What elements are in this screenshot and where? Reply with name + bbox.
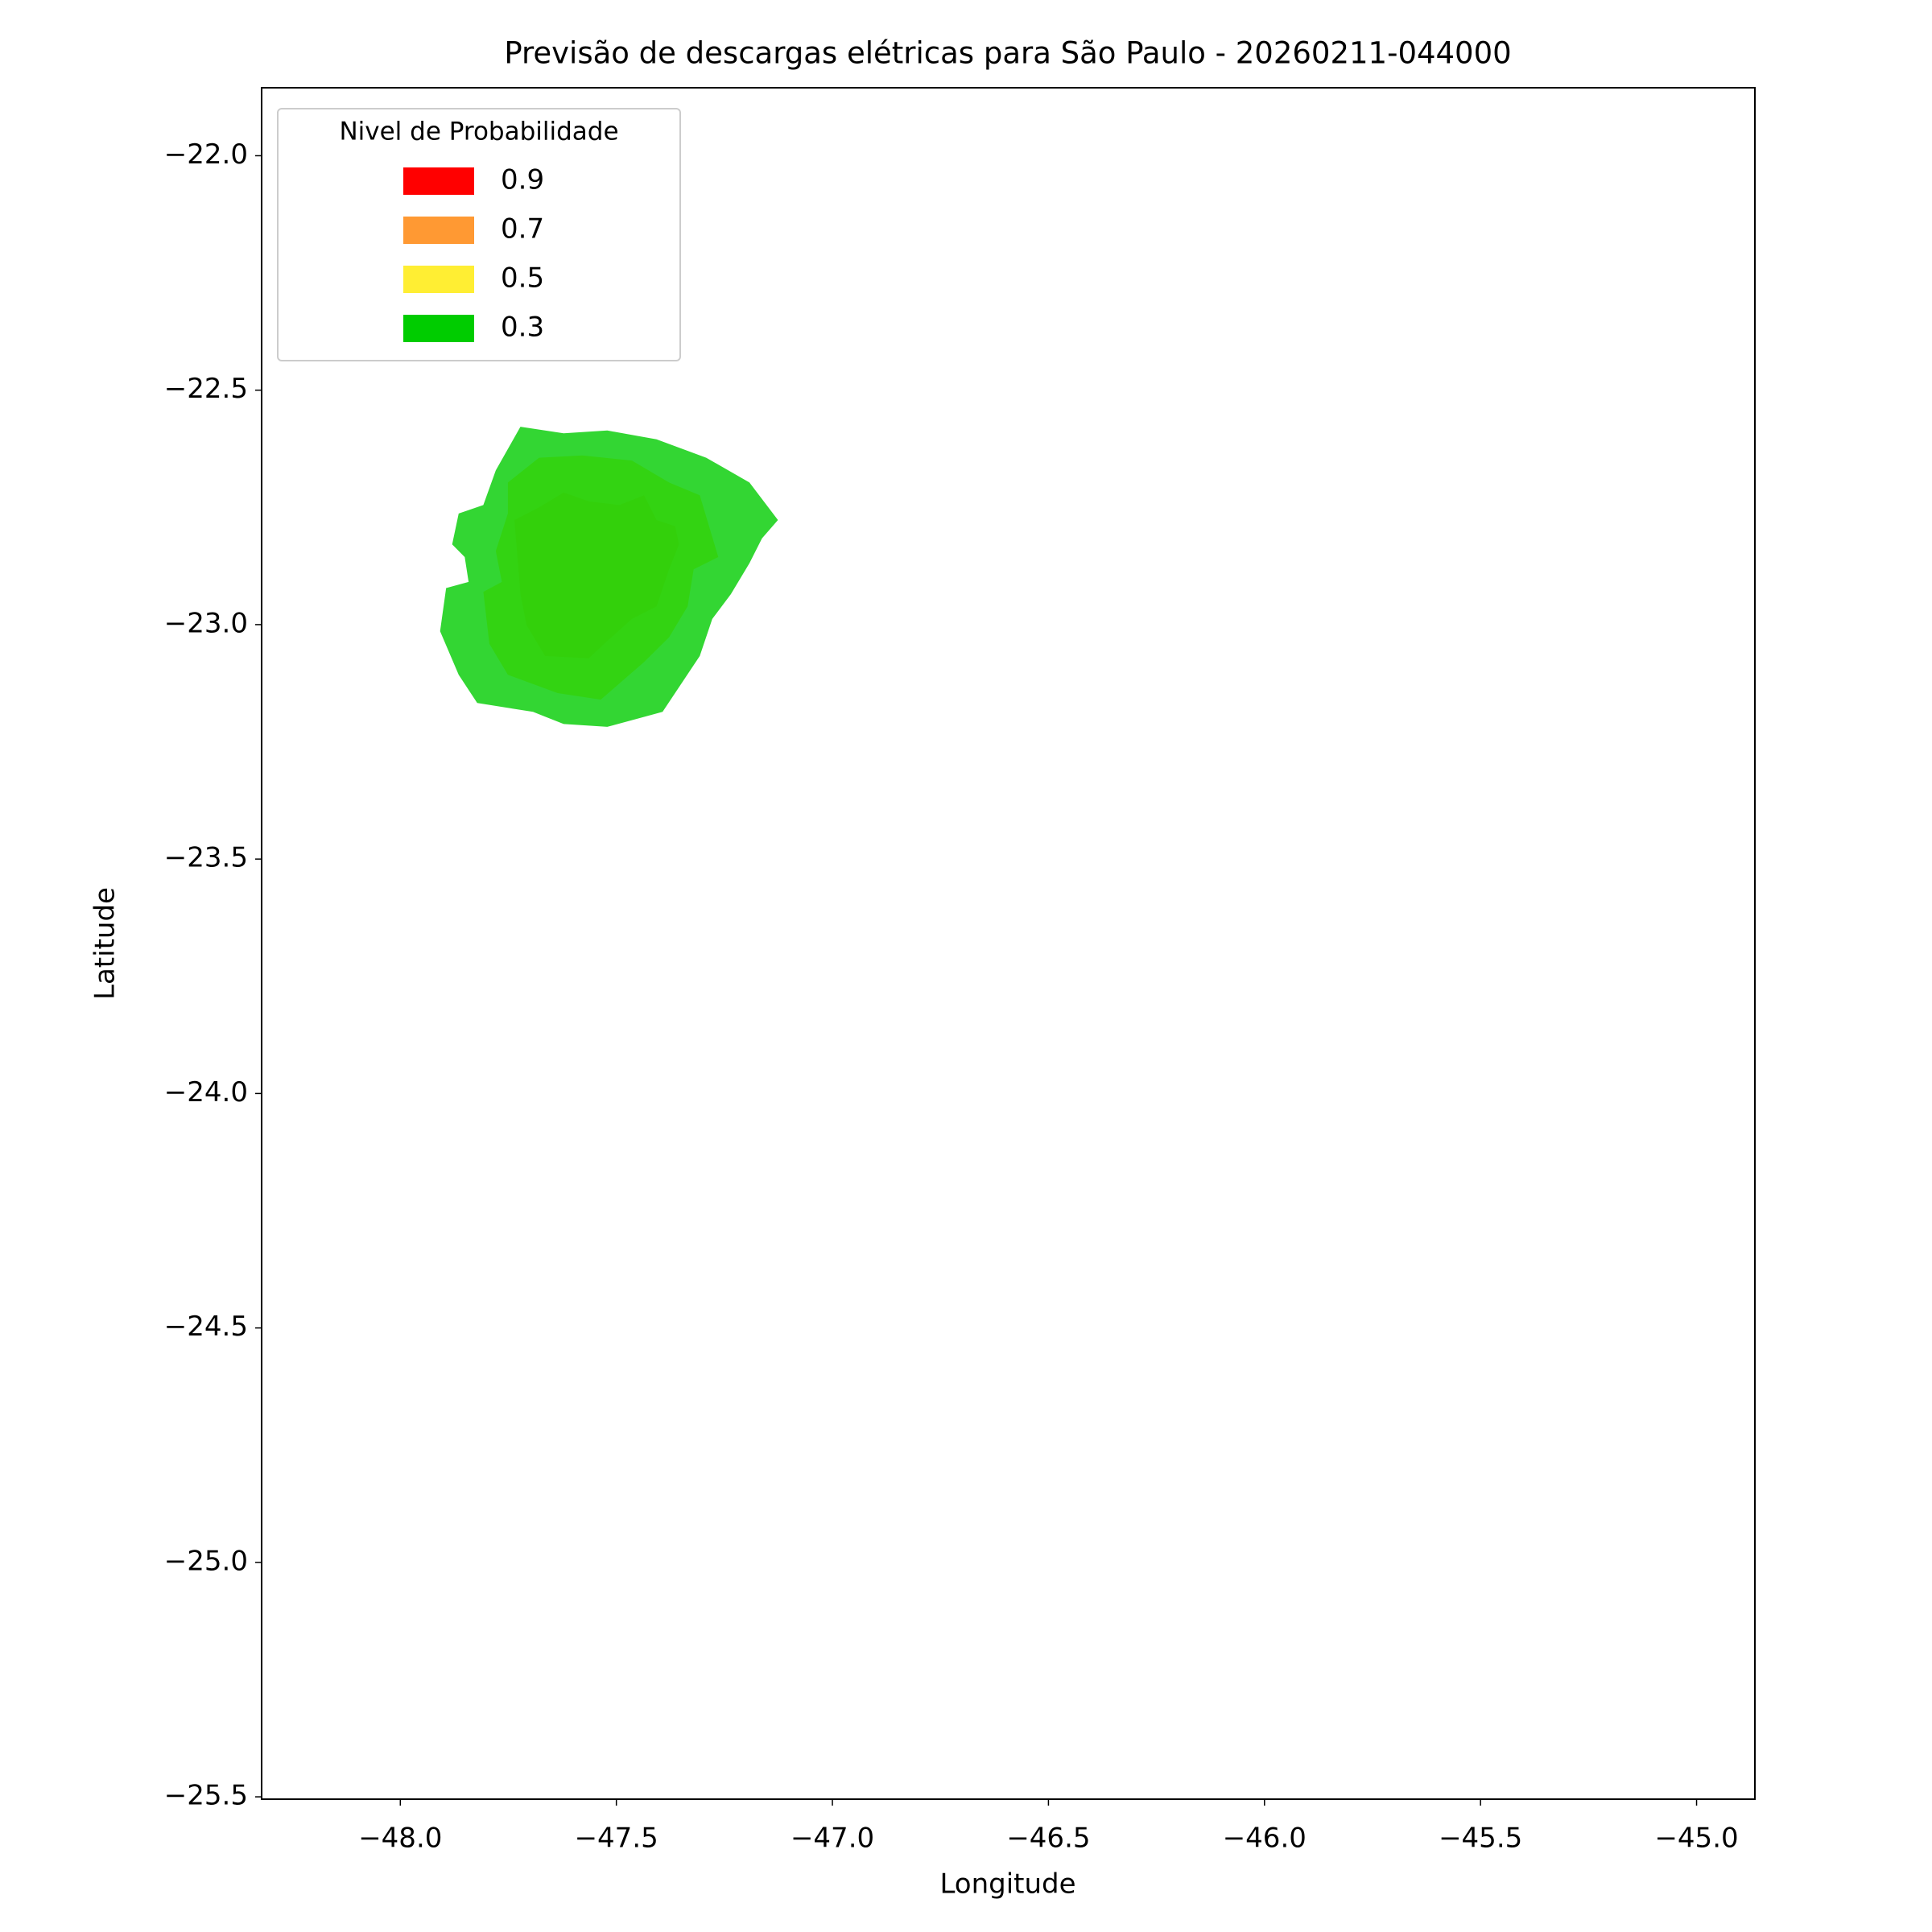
legend-swatch: [403, 217, 474, 244]
x-tick-label: −45.0: [1654, 1823, 1738, 1855]
x-tick-label: −45.5: [1439, 1823, 1522, 1855]
y-tick-label: −22.5: [164, 373, 248, 405]
y-tick-label: −24.0: [164, 1076, 248, 1108]
legend-swatch: [403, 315, 474, 342]
contour-region: [440, 427, 778, 727]
x-tick-label: −46.0: [1223, 1823, 1307, 1855]
legend-label: 0.3: [501, 312, 544, 344]
legend-label: 0.7: [501, 213, 544, 246]
legend-box: [277, 108, 681, 361]
legend: Nivel de Probabilidade 0.9 0.7 0.5 0.3: [277, 108, 681, 361]
legend-swatch: [403, 167, 474, 195]
legend-swatch: [403, 266, 474, 293]
y-tick-label: −22.0: [164, 138, 248, 171]
x-axis-label: Longitude: [939, 1868, 1075, 1901]
legend-label: 0.5: [501, 262, 544, 295]
chart-title: Previsão de descargas elétricas para São…: [504, 36, 1511, 71]
y-tick-label: −24.5: [164, 1311, 248, 1343]
y-tick-label: −25.0: [164, 1545, 248, 1577]
x-tick-label: −46.5: [1006, 1823, 1090, 1855]
x-tick-label: −47.5: [575, 1823, 658, 1855]
legend-title: Nivel de Probabilidade: [339, 118, 618, 147]
y-axis-label: Latitude: [89, 887, 122, 1000]
plot-frame: [261, 87, 1756, 1800]
y-tick-label: −23.5: [164, 842, 248, 874]
x-tick-label: −48.0: [358, 1823, 442, 1855]
x-tick-label: −47.0: [791, 1823, 874, 1855]
legend-label: 0.9: [501, 164, 544, 196]
y-tick-label: −25.5: [164, 1780, 248, 1812]
y-tick-label: −23.0: [164, 607, 248, 639]
